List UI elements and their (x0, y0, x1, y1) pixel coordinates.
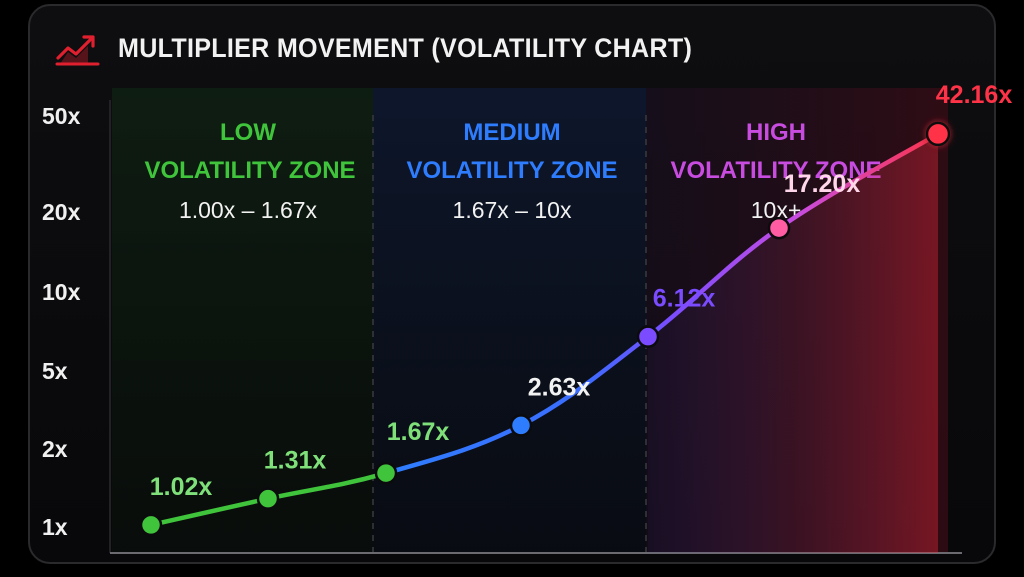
data-point (925, 121, 951, 147)
y-tick-label: 10x (42, 279, 81, 305)
y-tick-label: 2x (42, 436, 68, 462)
trending-up-chart-icon (55, 35, 100, 66)
y-tick-label: 5x (42, 358, 68, 384)
data-label: 1.31x (264, 447, 327, 475)
data-label: 1.02x (150, 473, 213, 501)
y-tick-label: 20x (42, 199, 81, 225)
data-label: 17.20x (784, 170, 861, 198)
zone-medium-title: MEDIUM (463, 119, 560, 146)
zone-medium-subtitle: VOLATILITY ZONE (406, 157, 617, 184)
data-points (139, 121, 951, 537)
data-label: 42.16x (936, 81, 1013, 109)
zone-label-low: LOW VOLATILITY ZONE 1.00x – 1.67x (144, 119, 355, 223)
data-point (509, 414, 533, 437)
data-label: 1.67x (387, 418, 450, 446)
zone-low-subtitle: VOLATILITY ZONE (144, 157, 355, 184)
zone-label-high: HIGH VOLATILITY ZONE 10x+ (670, 119, 881, 223)
zone-medium-range: 1.67x – 10x (453, 197, 572, 223)
zone-medium-bg (373, 88, 646, 553)
zone-label-medium: MEDIUM VOLATILITY ZONE 1.67x – 10x (406, 119, 617, 223)
chart-header: MULTIPLIER MOVEMENT (VOLATILITY CHART) (54, 28, 735, 68)
y-tick-label: 50x (42, 103, 81, 129)
data-point (767, 216, 791, 240)
data-label: 2.63x (528, 373, 591, 401)
zone-low-range: 1.00x – 1.67x (179, 197, 318, 223)
data-point (256, 487, 280, 510)
data-label: 6.12x (653, 285, 716, 313)
data-labels: 1.02x 1.31x 1.67x 2.63x 6.12x 17.20x 42.16x (150, 81, 1013, 501)
zone-low-bg (112, 88, 373, 553)
zone-high-subtitle: VOLATILITY ZONE (670, 157, 881, 184)
data-point (139, 513, 163, 537)
zone-high-title: HIGH (746, 119, 806, 146)
zone-low-title: LOW (220, 119, 276, 146)
data-point (636, 325, 660, 348)
series-area-fill (648, 133, 938, 554)
y-tick-label: 1x (42, 514, 68, 540)
y-ticks: 1x 2x 5x 10x 20x 50x (42, 103, 81, 540)
data-point (374, 461, 398, 485)
chart-title: MULTIPLIER MOVEMENT (VOLATILITY CHART) (118, 32, 693, 63)
